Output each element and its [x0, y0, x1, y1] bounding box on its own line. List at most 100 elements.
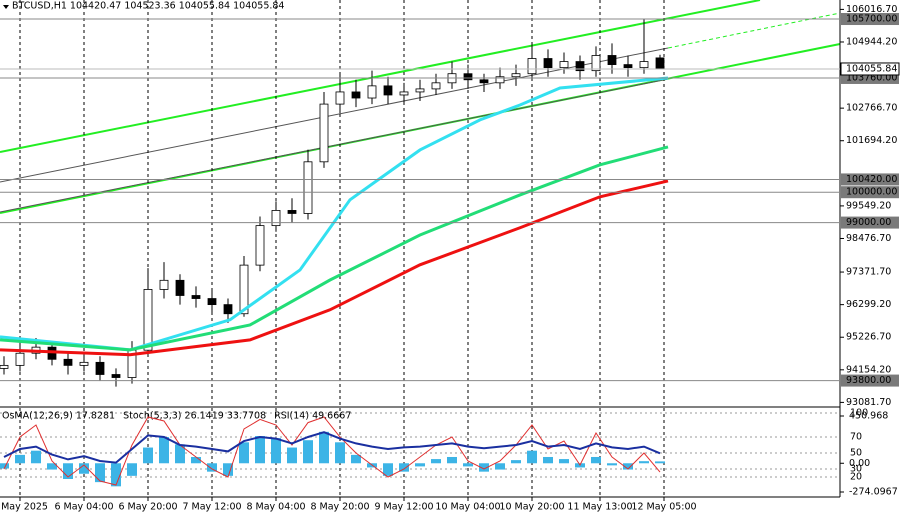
y2-tick-label: 20: [850, 472, 862, 483]
osma-bar: [543, 456, 553, 464]
x-tick-label: 5 May 2025: [0, 502, 48, 513]
level-box: [841, 173, 899, 186]
candle-body: [559, 61, 569, 69]
menu-arrow[interactable]: [3, 5, 9, 9]
osma-bar: [607, 463, 617, 466]
candle-body: [271, 210, 281, 227]
x-tick-label: 8 May 20:00: [310, 502, 369, 513]
candle-body: [175, 279, 185, 296]
y-tick-label: 102766.70: [846, 103, 897, 114]
osma-bar: [559, 459, 569, 464]
moving-average: [0, 76, 669, 352]
moving-average: [0, 145, 669, 352]
candle-body: [223, 304, 233, 315]
osma-bar: [447, 456, 457, 464]
level-label: 93800.00: [846, 375, 891, 386]
x-tick-label: 10 May 20:00: [499, 502, 564, 513]
candle-body: [207, 298, 217, 306]
level-box: [841, 13, 899, 26]
osma-bar: [399, 463, 409, 472]
osma-bar: [31, 450, 41, 464]
osma-bar: [175, 444, 185, 464]
indicator-label: Stoch(5,3,3) 26.1419 33.7708: [123, 411, 266, 422]
y-tick-label: 99549.20: [846, 200, 891, 211]
candle-body: [543, 58, 553, 69]
osma-bar: [383, 463, 393, 476]
y2-tick-label: 30: [850, 464, 862, 475]
level-label: 105700.00: [846, 14, 897, 25]
osma-bar: [511, 460, 521, 464]
candle-body: [319, 103, 329, 163]
x-tick-label: 12 May 05:00: [631, 502, 696, 513]
candle-body: [639, 61, 649, 69]
osma-bar: [47, 463, 57, 470]
level-label: 99000.00: [846, 217, 891, 228]
osma-bar: [0, 463, 9, 469]
indicator-line: [3, 416, 661, 486]
osma-bar: [127, 463, 137, 476]
trend-line: [0, 0, 761, 153]
osma-bar: [111, 463, 121, 487]
candle-body: [383, 85, 393, 96]
osma-bar: [95, 463, 105, 483]
candle-body: [303, 161, 313, 214]
osma-bar: [463, 463, 473, 467]
candle-body: [63, 358, 73, 366]
osma-bar: [415, 463, 425, 467]
level-label: 100420.00: [846, 174, 897, 185]
candle-body: [399, 91, 409, 96]
last-price-label: 104055.84: [846, 63, 897, 74]
osma-bar: [527, 450, 537, 464]
candle-body: [159, 279, 169, 290]
osma-bar: [143, 447, 153, 464]
candle-body: [79, 361, 89, 366]
level-box: [841, 186, 899, 199]
candle-body: [191, 295, 201, 299]
x-tick-label: 6 May 20:00: [118, 502, 177, 513]
candle-body: [0, 364, 9, 369]
x-tick-label: 11 May 13:00: [567, 502, 632, 513]
y-tick-label: -274.0967: [849, 487, 898, 498]
osma-bar: [335, 442, 345, 464]
last-price-box: [840, 62, 900, 76]
x-tick-label: 10 May 04:00: [435, 502, 500, 513]
y-tick-label: 104944.20: [846, 36, 897, 47]
indicator-label: RSI(14) 49.6667: [274, 411, 351, 422]
candle-body: [351, 91, 361, 99]
trend-line: [0, 78, 669, 213]
osma-bar: [479, 463, 489, 472]
candle-body: [415, 88, 425, 93]
osma-bar: [591, 456, 601, 464]
y-tick-label: 93081.70: [846, 397, 891, 408]
candle-body: [575, 61, 585, 72]
candle-body: [15, 352, 25, 366]
candle-body: [479, 79, 489, 84]
y-tick-label: 96299.20: [846, 299, 891, 310]
candle-body: [527, 58, 537, 75]
level-box: [841, 374, 899, 387]
osma-bar: [191, 456, 201, 464]
y2-tick-label: 70: [850, 432, 862, 443]
level-label: 100000.00: [846, 187, 897, 198]
moving-average: [0, 179, 669, 357]
x-tick-label: 7 May 12:00: [182, 502, 241, 513]
candle-body: [367, 85, 377, 99]
candle-body: [255, 225, 265, 266]
candle-body: [463, 73, 473, 81]
indicator-label: OsMA(12,26,9) 17.8281: [2, 411, 115, 422]
candle-body: [623, 64, 633, 69]
osma-bar: [623, 463, 633, 470]
trend-line: [667, 12, 841, 49]
osma-bar: [239, 442, 249, 464]
indicator-line: [3, 431, 661, 464]
osma-bar: [159, 437, 169, 464]
y-tick-label: 450.968: [849, 410, 888, 421]
x-tick-label: 8 May 04:00: [246, 502, 305, 513]
osma-bar: [495, 463, 505, 470]
osma-bar: [207, 463, 217, 472]
osma-bar: [271, 438, 281, 464]
osma-bar: [223, 463, 233, 476]
x-tick-label: 6 May 04:00: [54, 502, 113, 513]
